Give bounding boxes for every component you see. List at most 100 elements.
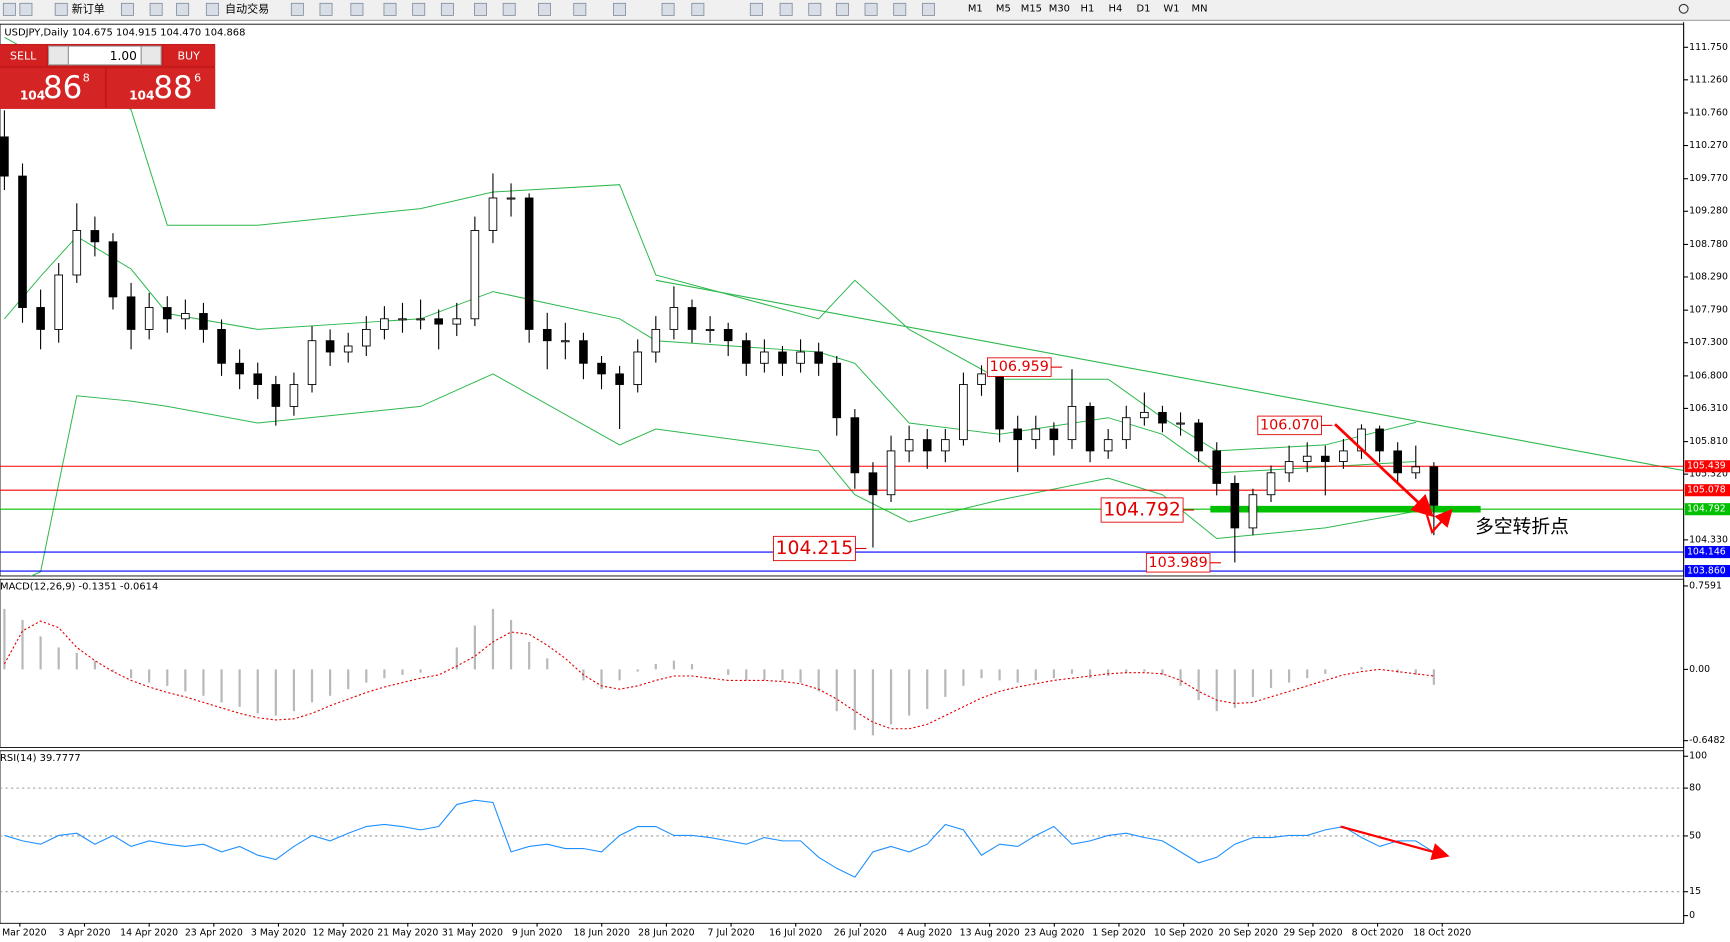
candle-body	[1248, 494, 1258, 529]
chart-header: USDJPY,Daily 104.675 104.915 104.470 104…	[4, 27, 245, 38]
price-panel	[0, 23, 1685, 577]
price-label: 106.070	[1260, 417, 1319, 433]
candle-body	[687, 307, 697, 330]
price-label: 106.959	[990, 359, 1049, 375]
level-tag-label: 103.860	[1687, 566, 1726, 577]
bid-box[interactable]	[0, 68, 105, 109]
x-tick-label: 14 Apr 2020	[120, 928, 178, 939]
candle-body	[977, 373, 986, 385]
candle-body	[579, 340, 588, 364]
bid-frac: 8	[83, 72, 90, 85]
timeframe[interactable]: H1	[1081, 3, 1095, 14]
indicator-plots	[0, 608, 1684, 893]
trend-arrow	[1334, 423, 1434, 518]
y-tick-label: 108.290	[1689, 271, 1728, 282]
candle-body	[1321, 455, 1330, 462]
y-tick-label: 107.300	[1689, 337, 1728, 348]
candle-body	[1230, 482, 1240, 529]
y-tick-label: 110.270	[1689, 140, 1728, 151]
candle-body	[760, 351, 769, 364]
timeframe[interactable]: D1	[1136, 3, 1150, 14]
toolbar-button[interactable]: 自动交易	[225, 1, 269, 15]
candle-body	[705, 328, 715, 331]
timeframes: M1 M5 M15 M30 H1 H4 D1 W1 MN	[968, 3, 1208, 14]
x-tick-label: 10 Sep 2020	[1154, 928, 1213, 939]
x-tick-label: 21 May 2020	[377, 928, 438, 939]
candle-body	[1140, 411, 1149, 419]
candle-body	[1067, 405, 1077, 441]
macd-signal	[3, 620, 1434, 730]
buy-button[interactable]	[163, 45, 216, 66]
y-tick-label: 109.770	[1689, 173, 1728, 184]
candle-body	[1339, 450, 1348, 462]
ask-box[interactable]	[107, 68, 216, 109]
candle-body	[886, 450, 896, 496]
timeframe[interactable]: MN	[1192, 3, 1208, 14]
timeframe[interactable]: W1	[1163, 3, 1179, 14]
rsi-line	[4, 799, 1435, 878]
price-label: 104.215	[776, 538, 854, 559]
candle-body	[452, 318, 462, 325]
timeframe[interactable]: M15	[1021, 3, 1042, 14]
rsi-header: RSI(14) 39.7777	[0, 753, 81, 764]
price-label-box	[772, 535, 856, 562]
price-label-box	[1145, 553, 1211, 573]
y-tick-label: 100	[1689, 751, 1707, 762]
x-tick-label: 3 May 2020	[251, 928, 306, 939]
candle-body	[199, 313, 208, 330]
x-tick-label: 20 Sep 2020	[1219, 928, 1278, 939]
candle-body	[343, 345, 353, 353]
y-tick-label: 109.280	[1689, 206, 1728, 217]
candle-body	[253, 373, 263, 385]
candle-body	[72, 230, 82, 276]
timeframe[interactable]: M5	[996, 3, 1011, 14]
candle-body	[506, 197, 516, 200]
macd-header: MACD(12,26,9) -0.1351 -0.0614	[0, 581, 158, 592]
bid-big: 104	[20, 89, 45, 103]
candle-body	[1121, 417, 1131, 441]
candle-body	[723, 328, 733, 342]
sell-label[interactable]: SELL	[10, 50, 37, 63]
x-tick-label: 4 Aug 2020	[898, 928, 952, 939]
toolbar-icons	[2, 2, 935, 16]
candle-body	[633, 351, 643, 385]
y-tick-label: -0.6482	[1689, 735, 1725, 746]
search-icon[interactable]	[1678, 3, 1689, 14]
y-tick-label: 0.7591	[1689, 580, 1722, 591]
candle-body	[1411, 466, 1421, 474]
price-label: 104.792	[1103, 500, 1181, 521]
buy-label[interactable]: BUY	[177, 50, 200, 63]
sell-button[interactable]	[0, 45, 47, 66]
candle-body	[1375, 428, 1384, 452]
x-tick-label: 8 Oct 2020	[1352, 928, 1404, 939]
candle-body	[434, 318, 443, 325]
candle-body	[126, 296, 136, 330]
y-tick-label: 106.800	[1689, 370, 1728, 381]
y-tick-label: 107.790	[1689, 305, 1728, 316]
lots-value[interactable]: 1.00	[110, 49, 137, 63]
y-tick-label: 108.780	[1689, 239, 1728, 250]
y-tick-label: 0.00	[1689, 664, 1710, 675]
ask-pips: 88	[153, 70, 192, 106]
x-tick-label: 3 Apr 2020	[59, 928, 111, 939]
candle-body	[1103, 439, 1113, 452]
candle-body	[922, 439, 932, 452]
trade-panel: SELL 1.00 BUY 104 86 8 104 88 6	[0, 43, 216, 109]
timeframe[interactable]: H4	[1109, 3, 1123, 14]
timeframe[interactable]: M1	[968, 3, 983, 14]
bid-pips: 86	[43, 70, 82, 106]
candle-body	[398, 318, 407, 321]
x-tick-label: 13 Aug 2020	[960, 928, 1020, 939]
timeframe[interactable]: M30	[1049, 3, 1070, 14]
candle-body	[235, 362, 244, 375]
toolbar-button[interactable]: 新订单	[72, 1, 105, 15]
x-tick-label: 18 Oct 2020	[1413, 928, 1471, 939]
candle-body	[325, 340, 335, 353]
x-tick-label: 28 Jun 2020	[638, 928, 694, 939]
price-label-box	[1257, 415, 1322, 436]
lots-down[interactable]	[47, 45, 69, 66]
lots-up[interactable]	[140, 45, 162, 66]
candle-body	[1302, 455, 1312, 462]
